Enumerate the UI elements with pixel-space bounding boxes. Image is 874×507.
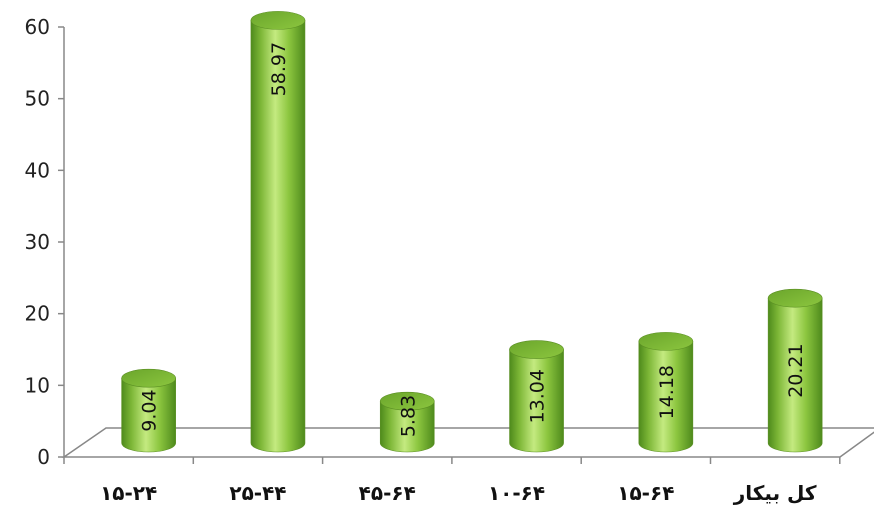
bar bbox=[767, 288, 823, 453]
x-tick-label: ۱۵-۲۴ bbox=[100, 481, 157, 505]
x-tick-label: ۱۵-۶۴ bbox=[617, 481, 674, 505]
y-tick-label: 0 bbox=[37, 445, 50, 469]
x-tick-label: ۲۵-۴۴ bbox=[229, 481, 286, 505]
y-tick-label: 30 bbox=[25, 230, 50, 254]
bar-cylinder-body bbox=[638, 341, 694, 453]
bar-cylinder-body bbox=[250, 20, 306, 453]
bar-value-label: 5.83 bbox=[397, 395, 419, 437]
labels: 9.04 ۱۵-۲۴ 58.97 ۲۵-۴۴ 5.83 ۴۵-۶۴ 13.04 ۱۰-۶۴ 14… bbox=[100, 42, 817, 505]
y-tick-label: 20 bbox=[25, 302, 50, 326]
x-tick-label: کل بیکار bbox=[733, 481, 817, 505]
bar-cylinder-top bbox=[379, 391, 435, 411]
bar-cylinder-top bbox=[767, 288, 823, 308]
bar bbox=[509, 340, 564, 453]
axes: 0 10 20 30 40 50 60 bbox=[25, 15, 874, 469]
bar-cylinder-body bbox=[767, 297, 823, 453]
bar bbox=[638, 332, 694, 453]
bar-cylinder-body bbox=[121, 377, 176, 453]
x-tick-label: ۱۰-۶۴ bbox=[488, 481, 545, 505]
y-tick-label: 40 bbox=[25, 158, 50, 182]
bar-value-label: 14.18 bbox=[656, 365, 678, 419]
x-tick-label: ۴۵-۶۴ bbox=[359, 481, 416, 505]
y-tick-label: 10 bbox=[25, 373, 50, 397]
bar-cylinder-top bbox=[638, 332, 694, 351]
bar-cylinder-top bbox=[121, 368, 176, 388]
bar-value-label: 58.97 bbox=[268, 42, 290, 96]
y-tick-label: 50 bbox=[25, 87, 50, 111]
bar bbox=[250, 11, 306, 453]
bars bbox=[121, 11, 823, 453]
bar-value-label: 13.04 bbox=[527, 369, 549, 423]
bar-cylinder-top bbox=[509, 340, 564, 359]
bar-value-label: 9.04 bbox=[139, 389, 161, 431]
chart-floor bbox=[61, 427, 874, 458]
bar bbox=[121, 368, 176, 453]
bar bbox=[379, 391, 435, 453]
bar-cylinder-body bbox=[509, 349, 564, 453]
y-tick-label: 60 bbox=[25, 15, 50, 39]
bar-cylinder-body bbox=[379, 400, 435, 453]
bar-value-label: 20.21 bbox=[785, 343, 807, 397]
bar-cylinder-top bbox=[250, 11, 306, 30]
